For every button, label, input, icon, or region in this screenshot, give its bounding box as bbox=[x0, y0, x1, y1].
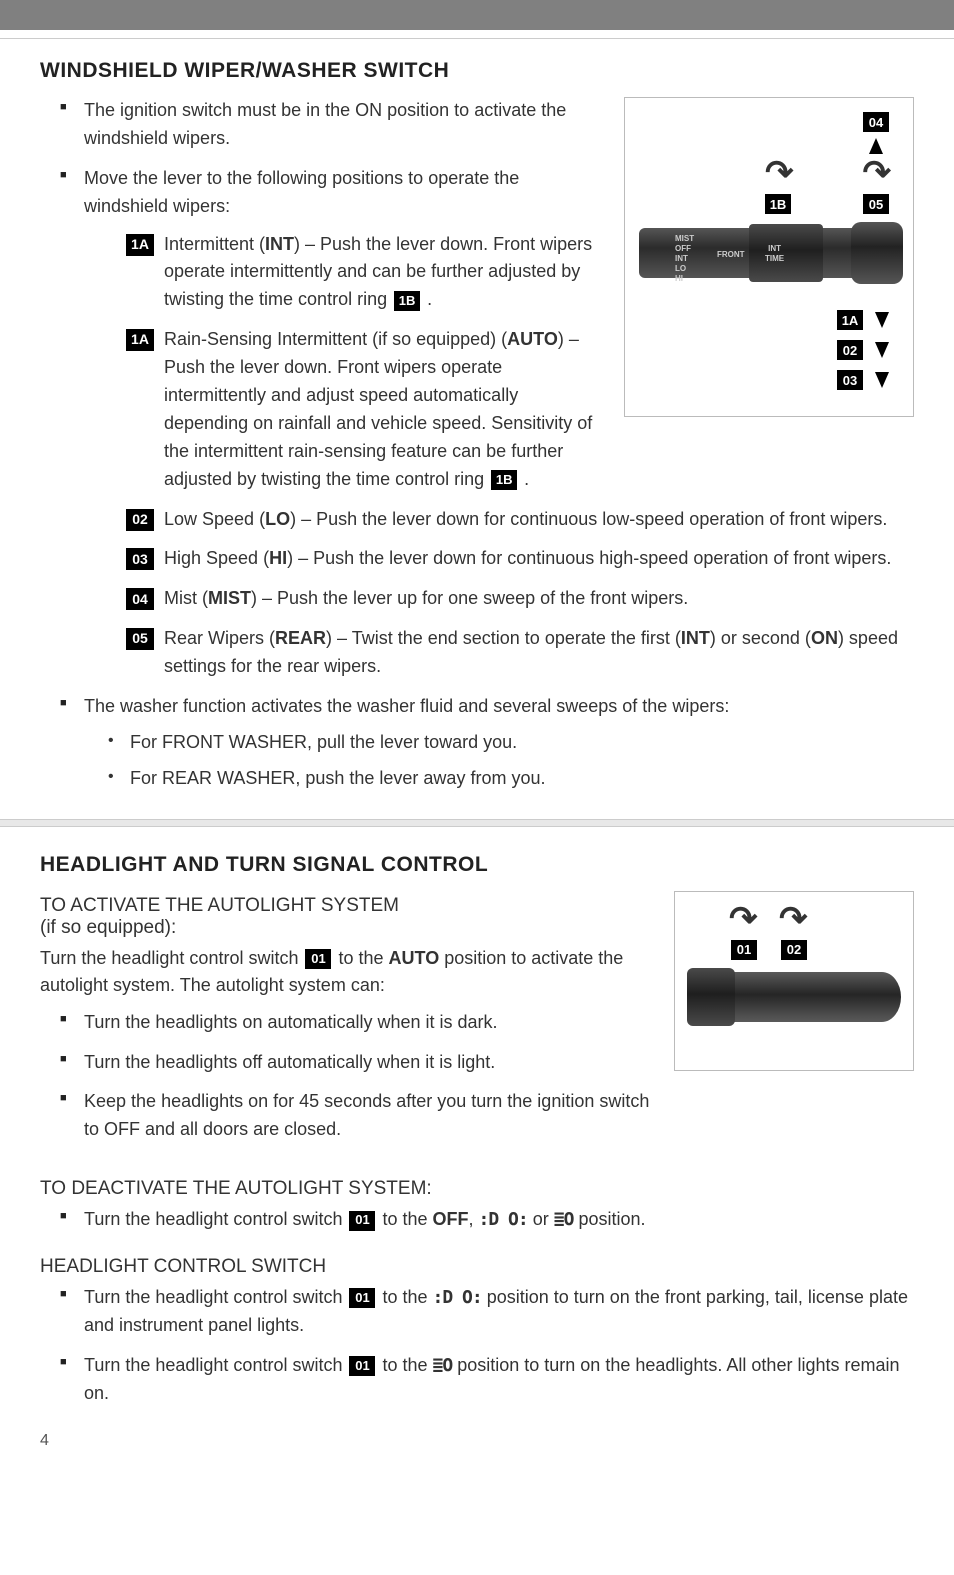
wiper-item-03-text: High Speed (HI) – Push the lever down fo… bbox=[164, 545, 891, 573]
wiper-item-04-text: Mist (MIST) – Push the lever up for one … bbox=[164, 585, 688, 613]
autolight-activate-heading: TO ACTIVATE THE AUTOLIGHT SYSTEM bbox=[40, 895, 399, 916]
section-divider bbox=[0, 819, 954, 827]
washer-front: For FRONT WASHER, pull the lever toward … bbox=[108, 729, 914, 757]
wiper-item-1a: 1A Intermittent (INT) – Push the lever d… bbox=[84, 231, 600, 315]
page-number: 4 bbox=[40, 1432, 914, 1450]
wiper-item-1a-auto-text: Rain-Sensing Intermittent (if so equippe… bbox=[164, 326, 600, 493]
arrow-up-icon bbox=[869, 138, 883, 154]
washer-rear: For REAR WASHER, push the lever away fro… bbox=[108, 765, 914, 793]
stalk-int: INT bbox=[874, 248, 887, 258]
washer-intro: The washer function activates the washer… bbox=[60, 693, 914, 793]
stalk-front-label: FRONT bbox=[717, 250, 745, 260]
fig-badge-h02: 02 bbox=[781, 940, 807, 960]
top-grey-bar bbox=[0, 0, 954, 30]
wiper-intro-2: Move the lever to the following position… bbox=[60, 165, 600, 494]
badge-04: 04 bbox=[126, 588, 154, 610]
wiper-item-05-text: Rear Wipers (REAR) – Twist the end secti… bbox=[164, 625, 914, 681]
wiper-item-04: 04 Mist (MIST) – Push the lever up for o… bbox=[84, 585, 914, 613]
fig-badge-04: 04 bbox=[863, 112, 889, 132]
headlight-switch-bullet-1: Turn the headlight control switch 01 to … bbox=[60, 1284, 914, 1340]
badge-03: 03 bbox=[126, 548, 154, 570]
badge-1a: 1A bbox=[126, 234, 154, 256]
autolight-deactivate-bullet: Turn the headlight control switch 01 to … bbox=[60, 1206, 914, 1234]
autolight-bullet-1: Turn the headlights on automatically whe… bbox=[60, 1009, 650, 1037]
wiper-heading: WINDSHIELD WIPER/WASHER SWITCH bbox=[40, 59, 914, 83]
curve-icon-4: ↷ bbox=[779, 902, 808, 936]
wiper-item-02-text: Low Speed (LO) – Push the lever down for… bbox=[164, 506, 887, 534]
stalk-left-labels: MIST OFF INT LO HI bbox=[675, 234, 694, 284]
autolight-bullet-3: Keep the headlights on for 45 seconds af… bbox=[60, 1088, 650, 1144]
wiper-item-1a-text: Intermittent (INT) – Push the lever down… bbox=[164, 231, 600, 315]
stalk-mid-label: INT TIME bbox=[765, 244, 784, 264]
headlight-switch-bullet-2: Turn the headlight control switch 01 to … bbox=[60, 1352, 914, 1408]
wiper-section: WINDSHIELD WIPER/WASHER SWITCH The ignit… bbox=[40, 59, 914, 793]
fig-badge-03: 03 bbox=[837, 370, 863, 390]
headlight-heading: HEADLIGHT AND TURN SIGNAL CONTROL bbox=[40, 853, 914, 877]
arrow-down-icon-3 bbox=[875, 372, 889, 388]
fig-badge-02: 02 bbox=[837, 340, 863, 360]
headlight-section: HEADLIGHT AND TURN SIGNAL CONTROL TO ACT… bbox=[40, 853, 914, 1408]
fig-badge-1a: 1A bbox=[837, 310, 863, 330]
headlight-stalk-graphic bbox=[689, 972, 901, 1022]
wiper-stalk-graphic: MIST OFF INT LO HI FRONT INT TIME OFF IN… bbox=[639, 228, 901, 278]
autolight-activate-intro: Turn the headlight control switch 01 to … bbox=[40, 945, 650, 999]
wiper-figure: 04 ↷ ↷ 1B 05 MIST OFF INT LO HI FRONT IN… bbox=[624, 97, 914, 417]
curve-icon-3: ↷ bbox=[729, 902, 758, 936]
badge-1a-auto: 1A bbox=[126, 329, 154, 351]
stalk-off: OFF bbox=[873, 232, 889, 242]
wiper-item-05: 05 Rear Wipers (REAR) – Twist the end se… bbox=[84, 625, 914, 681]
wiper-intro-1: The ignition switch must be in the ON po… bbox=[60, 97, 600, 153]
badge-02: 02 bbox=[126, 509, 154, 531]
fig-badge-1b: 1B bbox=[765, 194, 791, 214]
headlight-figure: ↷ ↷ 01 02 bbox=[674, 891, 914, 1071]
badge-05: 05 bbox=[126, 628, 154, 650]
autolight-activate-note: (if so equipped): bbox=[40, 917, 176, 938]
autolight-bullet-2: Turn the headlights off automatically wh… bbox=[60, 1049, 650, 1077]
stalk-on: ON bbox=[875, 264, 887, 274]
curve-icon-2: ↷ bbox=[863, 156, 892, 190]
arrow-down-icon-2 bbox=[875, 342, 889, 358]
arrow-down-icon bbox=[875, 312, 889, 328]
wiper-item-1a-auto: 1A Rain-Sensing Intermittent (if so equi… bbox=[84, 326, 600, 493]
fig-badge-05: 05 bbox=[863, 194, 889, 214]
headlight-switch-heading: HEADLIGHT CONTROL SWITCH bbox=[40, 1256, 914, 1278]
autolight-deactivate-heading: TO DEACTIVATE THE AUTOLIGHT SYSTEM: bbox=[40, 1178, 914, 1200]
fig-badge-01: 01 bbox=[731, 940, 757, 960]
wiper-item-02: 02 Low Speed (LO) – Push the lever down … bbox=[84, 506, 914, 534]
curve-icon: ↷ bbox=[765, 156, 794, 190]
wiper-item-03: 03 High Speed (HI) – Push the lever down… bbox=[84, 545, 914, 573]
